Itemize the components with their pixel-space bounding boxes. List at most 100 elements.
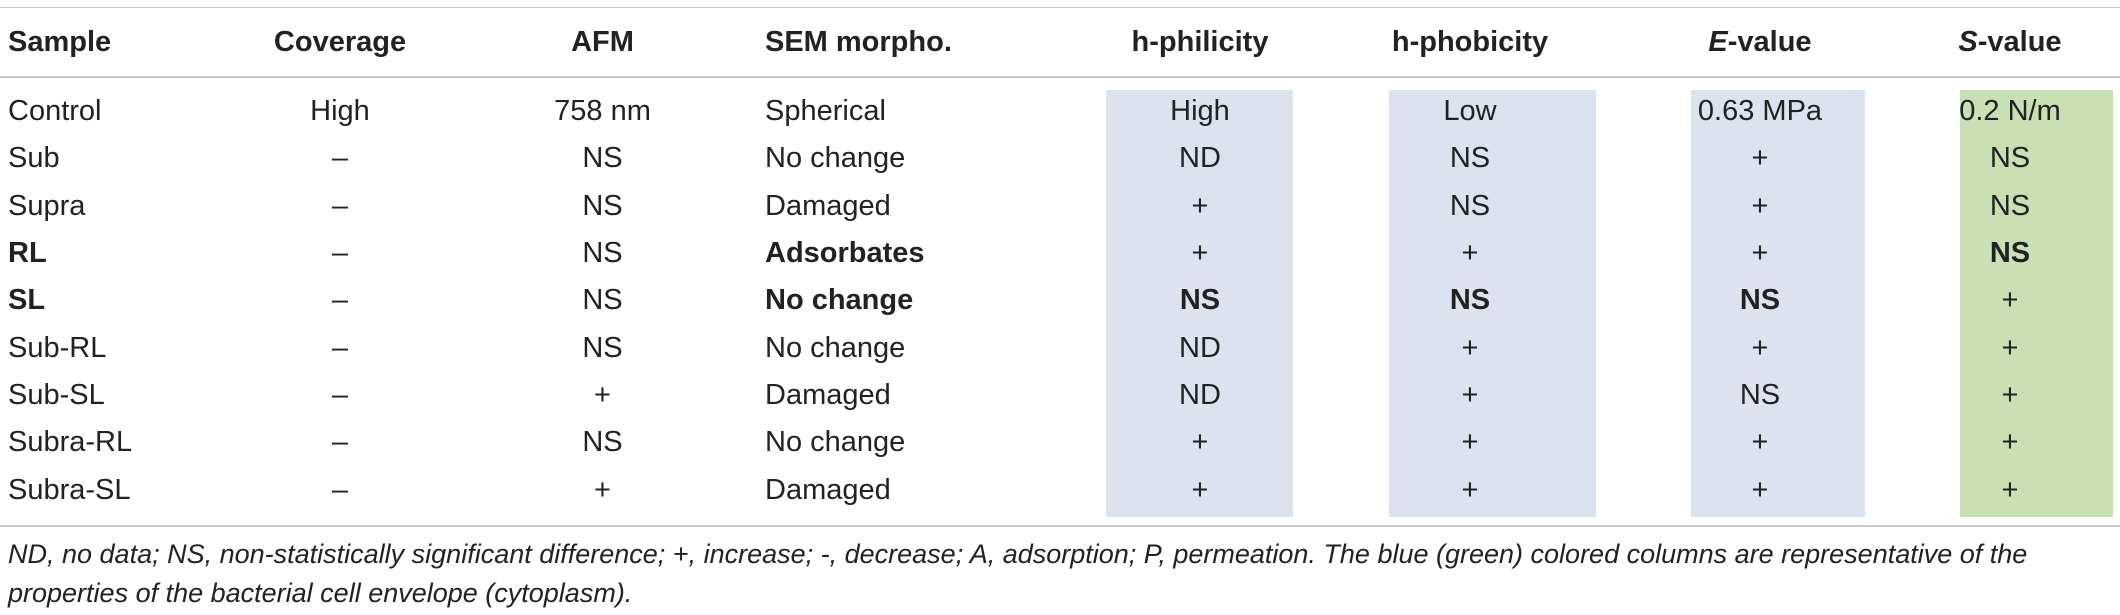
cell-svalue: NS — [1989, 189, 2031, 222]
cell-svalue: NS — [1989, 142, 2031, 175]
cell-evalue: NS — [1739, 378, 1781, 411]
cell-hphilicity: NS — [1179, 284, 1221, 317]
cell-coverage: – — [331, 237, 349, 270]
header-row: Sample Coverage AFM SEM morpho. h-philic… — [0, 8, 2120, 76]
table-footnote: ND, no data; NS, non-statistically signi… — [8, 539, 2028, 608]
cell-hphobicity: NS — [1449, 189, 1491, 222]
cell-sem-morphology: No change — [765, 331, 906, 364]
header-evalue-letter: E — [1708, 25, 1728, 58]
cell-coverage: – — [331, 284, 349, 317]
table-row: Sub – NS No change ND NS + NS — [0, 135, 2120, 182]
header-sem-morphology: SEM morpho. — [765, 25, 952, 58]
table-row: Control High 758 nm Spherical High Low 0.63 MP… — [0, 88, 2120, 135]
evalue-column-shading — [1691, 90, 1865, 517]
cell-afm: NS — [582, 331, 623, 364]
cell-afm: NS — [582, 189, 623, 222]
cell-hphilicity: High — [1170, 95, 1230, 128]
hphobicity-column-shading — [1389, 90, 1596, 517]
cell-svalue: + — [2001, 284, 2019, 317]
header-sample: Sample — [8, 25, 112, 58]
header-hphobicity: h-phobicity — [1391, 25, 1549, 58]
cell-evalue: + — [1751, 331, 1769, 364]
cell-sem-morphology: No change — [765, 426, 906, 459]
cell-sample: Sub — [8, 142, 60, 175]
cell-sem-morphology: Adsorbates — [765, 237, 925, 270]
cell-hphilicity: + — [1191, 189, 1209, 222]
top-rule — [0, 7, 2120, 8]
cell-sample: Subra-SL — [8, 473, 131, 506]
table-row: Subra-RL – NS No change + + + + — [0, 419, 2120, 466]
cell-coverage: – — [331, 473, 349, 506]
cell-evalue: + — [1751, 473, 1769, 506]
header-svalue-suffix: -value — [1977, 25, 2062, 58]
cell-evalue: NS — [1739, 284, 1781, 317]
cell-svalue: + — [2001, 378, 2019, 411]
cell-sample: Control — [8, 95, 102, 128]
header-afm: AFM — [571, 25, 634, 58]
table-row: Supra – NS Damaged + NS + NS — [0, 183, 2120, 230]
cell-hphilicity: ND — [1179, 331, 1221, 364]
cell-afm: NS — [582, 284, 623, 317]
table-row: SL – NS No change NS NS NS + — [0, 277, 2120, 324]
header-evalue: E-value — [1620, 8, 1900, 76]
header-svalue-letter: S — [1958, 25, 1978, 58]
cell-hphobicity: + — [1461, 378, 1479, 411]
cell-hphobicity: + — [1461, 473, 1479, 506]
cell-hphilicity: ND — [1179, 142, 1221, 175]
cell-sample: Sub-SL — [8, 378, 105, 411]
header-evalue-suffix: -value — [1727, 25, 1812, 58]
header-coverage: Coverage — [273, 25, 407, 58]
cell-evalue: + — [1751, 237, 1769, 270]
cell-svalue: + — [2001, 426, 2019, 459]
header-rule — [0, 76, 2120, 78]
cell-sem-morphology: No change — [765, 284, 914, 317]
cell-hphobicity: NS — [1449, 284, 1491, 317]
results-table: Sample Coverage AFM SEM morpho. h-philic… — [0, 8, 2120, 514]
table-body: Control High 758 nm Spherical High Low 0.63 MP… — [0, 88, 2120, 514]
cell-hphobicity: Low — [1443, 95, 1497, 128]
cell-afm: 758 nm — [554, 95, 651, 128]
hphilicity-column-shading — [1106, 90, 1293, 517]
table-row: Sub-RL – NS No change ND + + + — [0, 324, 2120, 371]
header-svalue: S-value — [1900, 8, 2120, 76]
cell-svalue: 0.2 N/m — [1959, 95, 2061, 128]
cell-evalue: + — [1751, 426, 1769, 459]
cell-hphilicity: + — [1191, 473, 1209, 506]
cell-sample: Subra-RL — [8, 426, 133, 459]
cell-sem-morphology: Damaged — [765, 189, 891, 222]
cell-evalue: + — [1751, 142, 1769, 175]
cell-coverage: High — [310, 95, 370, 128]
cell-hphobicity: + — [1461, 237, 1479, 270]
header-hphilicity: h-philicity — [1131, 25, 1269, 58]
table-row: RL – NS Adsorbates + + + NS — [0, 230, 2120, 277]
cell-hphobicity: + — [1461, 331, 1479, 364]
cell-svalue: + — [2001, 473, 2019, 506]
cell-coverage: – — [331, 142, 349, 175]
cell-afm: + — [594, 378, 611, 411]
cell-sem-morphology: Damaged — [765, 378, 891, 411]
cell-afm: NS — [582, 142, 623, 175]
cell-sem-morphology: Damaged — [765, 473, 891, 506]
cell-sample: Supra — [8, 189, 86, 222]
cell-hphilicity: + — [1191, 426, 1209, 459]
cell-hphilicity: + — [1191, 237, 1209, 270]
bottom-rule — [0, 525, 2120, 527]
cell-svalue: NS — [1989, 237, 2031, 270]
cell-afm: NS — [582, 237, 623, 270]
cell-coverage: – — [331, 189, 349, 222]
cell-coverage: – — [331, 378, 349, 411]
cell-coverage: – — [331, 426, 349, 459]
cell-evalue: + — [1751, 189, 1769, 222]
cell-hphobicity: + — [1461, 426, 1479, 459]
cell-sem-morphology: Spherical — [765, 95, 886, 128]
cell-sample: SL — [8, 284, 46, 317]
cell-sample: Sub-RL — [8, 331, 107, 364]
cell-sem-morphology: No change — [765, 142, 906, 175]
table-row: Subra-SL – + Damaged + + + + — [0, 466, 2120, 513]
table-row: Sub-SL – + Damaged ND + NS + — [0, 372, 2120, 419]
cell-afm: + — [594, 473, 611, 506]
cell-sample: RL — [8, 237, 47, 270]
cell-coverage: – — [331, 331, 349, 364]
cell-afm: NS — [582, 426, 623, 459]
cell-svalue: + — [2001, 331, 2019, 364]
